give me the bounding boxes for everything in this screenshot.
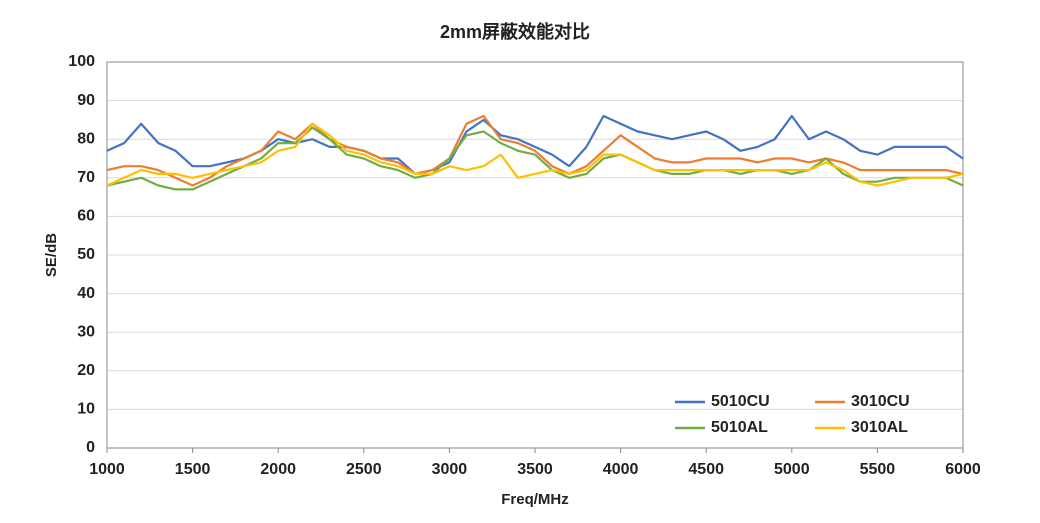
x-tick-label: 4500 [688, 461, 724, 478]
y-tick-label: 0 [86, 439, 95, 456]
x-tick-label: 2500 [346, 461, 382, 478]
y-tick-label: 80 [77, 130, 95, 147]
y-tick-label: 70 [77, 169, 95, 186]
x-tick-label: 1500 [175, 461, 211, 478]
y-tick-label: 20 [77, 362, 95, 379]
y-tick-label: 50 [77, 246, 95, 263]
y-tick-label: 60 [77, 208, 95, 225]
x-tick-label: 5500 [860, 461, 896, 478]
plot-border [106, 61, 964, 449]
x-tick-label: 6000 [945, 461, 981, 478]
x-tick-label: 5000 [774, 461, 810, 478]
chart-title: 2mm屏蔽效能对比 [440, 21, 590, 42]
legend-label: 5010AL [711, 419, 768, 436]
x-axis-label: Freq/MHz [501, 491, 569, 508]
legend-label: 3010CU [851, 393, 910, 410]
series-line [106, 114, 964, 187]
y-tick-label: 90 [77, 92, 95, 109]
y-tick-label: 30 [77, 323, 95, 340]
x-tick-label: 3500 [517, 461, 553, 478]
x-tick-label: 1000 [89, 461, 125, 478]
x-tick-label: 2000 [260, 461, 296, 478]
legend-label: 3010AL [851, 419, 908, 436]
x-tick-label: 3000 [432, 461, 468, 478]
series-line [106, 126, 964, 191]
legend-label: 5010CU [711, 393, 770, 410]
series-line [106, 122, 964, 187]
y-axis-label: SE/dB [43, 233, 60, 277]
x-tick-label: 4000 [603, 461, 639, 478]
y-tick-label: 40 [77, 285, 95, 302]
y-tick-label: 10 [77, 401, 95, 418]
y-tick-label: 100 [68, 53, 95, 70]
